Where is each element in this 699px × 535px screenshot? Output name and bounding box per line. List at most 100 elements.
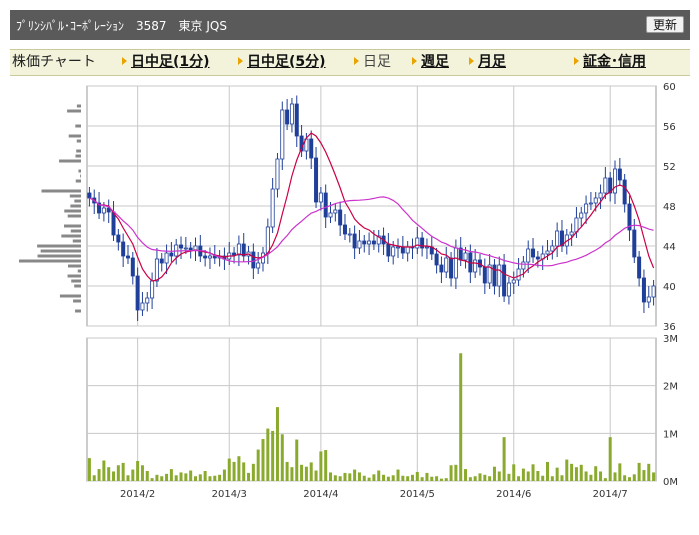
candle-up [367,240,372,245]
volume-bar [290,467,294,481]
volume-bar [435,476,439,481]
candle-down [111,211,116,236]
candle-up [588,202,593,205]
candle-up [569,231,574,236]
candle-up [453,247,458,279]
volume-bar [541,475,545,481]
link-intraday-5min[interactable]: 日中足(5分) [247,54,326,70]
price-profile-bar [78,169,81,173]
candle-up [550,245,555,252]
price-profile-bar [74,284,81,288]
volume-bar [145,470,149,481]
nav-item-margin[interactable]: 証金･信用 [574,53,646,71]
volume-bar [247,472,251,481]
volume-bar [184,473,188,481]
volume-bar [319,451,323,481]
candle-down [641,277,646,303]
volume-bar [492,466,496,481]
link-weekly[interactable]: 週足 [421,54,449,70]
candle-up [207,255,212,259]
candle-up [497,264,502,287]
candle-down [637,256,642,279]
candle-up [473,259,478,273]
candle-down [352,233,357,249]
volume-bar [189,470,193,481]
volume-bar [401,475,405,481]
candle-down [188,247,193,251]
volume-bar [603,478,607,481]
price-volume-profile [19,104,81,313]
refresh-button[interactable]: 更新 [645,16,684,33]
price-tick-label: 40 [663,282,676,293]
candle-up [424,246,429,249]
candle-down [559,230,564,247]
volume-bar [642,470,646,481]
nav-item-intraday-1min[interactable]: 日中足(1分) [122,53,210,71]
volume-bar [155,474,159,481]
volume-bar [121,462,125,481]
volume-bar [618,463,622,481]
volume-bar [329,472,333,481]
nav-item-intraday-5min[interactable]: 日中足(5分) [238,53,326,71]
link-intraday-1min[interactable]: 日中足(1分) [131,54,210,70]
price-profile-bar [76,139,81,143]
candle-down [439,264,444,273]
volume-bar [521,468,525,481]
price-profile-bar [75,309,81,313]
candle-down [420,237,425,249]
nav-item-monthly[interactable]: 月足 [469,53,506,71]
volume-bar [468,477,472,481]
volume-bar [550,476,554,481]
volume-bar [531,464,535,481]
nav-item-weekly[interactable]: 週足 [412,53,449,71]
volume-bar [169,469,173,481]
candle-down [116,234,121,243]
volume-bar [584,471,588,481]
price-profile-bar [41,189,81,193]
moving-averages [89,132,655,282]
price-profile-bar [67,214,81,218]
nav-item-daily: 日足 [354,53,391,71]
price-profile-bar [37,254,81,258]
volume-bar [391,475,395,481]
candle-up [140,302,145,311]
volume-bar [632,474,636,481]
price-profile-bar [73,299,81,303]
candle-down [362,240,367,245]
candle-down [386,243,391,257]
moving-average-short-line [89,132,655,282]
candle-up [236,243,241,256]
candle-down [400,246,405,254]
volume-bar [285,461,289,481]
candle-up [376,235,381,245]
link-margin-credit[interactable]: 証金･信用 [583,54,646,70]
volume-panel [86,337,657,482]
link-monthly[interactable]: 月足 [478,54,506,70]
stock-chart-label: 株価チャート [12,54,96,70]
candle-up [593,197,598,204]
date-tick-label: 2014/5 [400,489,435,500]
candle-up [145,297,150,304]
volume-bar [107,467,111,481]
price-tick-label: 60 [663,82,676,93]
volume-bar [473,476,477,481]
volume-bar [333,475,337,481]
triangle-bullet-icon [354,57,359,65]
candle-down [482,266,487,284]
candle-up [584,203,589,214]
price-profile-bar [64,224,81,228]
volume-bar [647,463,651,481]
volume-bar [372,474,376,481]
volume-bar [353,469,357,481]
price-profile-bar [76,149,81,153]
volume-bar [555,467,559,481]
volume-bar [439,478,443,481]
triangle-bullet-icon [574,57,579,65]
candle-down [241,243,246,257]
candle-up [598,192,603,199]
price-tick-label: 52 [663,162,676,173]
volume-bar [497,471,501,481]
volume-bar [198,474,202,481]
volume-bar [338,476,342,481]
